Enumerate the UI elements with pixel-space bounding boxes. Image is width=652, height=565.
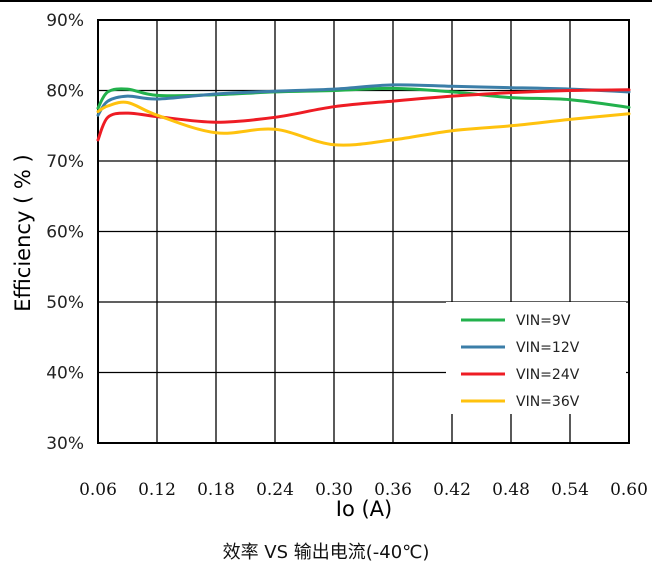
y-tick-label: 50% bbox=[46, 293, 84, 313]
x-tick-label: 0.24 bbox=[256, 480, 294, 500]
y-tick-label: 90% bbox=[46, 11, 84, 31]
y-tick-label: 80% bbox=[46, 82, 84, 102]
efficiency-chart: 30%40%50%60%70%80%90% 0.06 0.12 0.18 0.24 0.… bbox=[11, 11, 648, 521]
legend-label: VIN=9V bbox=[516, 313, 571, 329]
x-tick-label: 0.60 bbox=[610, 480, 648, 500]
legend-label: VIN=36V bbox=[516, 394, 580, 410]
x-tick-label: 0.42 bbox=[433, 480, 471, 500]
y-tick-label: 40% bbox=[46, 364, 84, 384]
x-tick-label: 0.12 bbox=[138, 480, 176, 500]
x-tick-label: 0.30 bbox=[315, 480, 353, 500]
x-tick-label: 0.06 bbox=[79, 480, 117, 500]
x-tick-label: 0.54 bbox=[551, 480, 589, 500]
y-tick-labels: 30% 40% 50% 60% 70% 80% 90% bbox=[46, 11, 84, 454]
legend: VIN=9V VIN=12V VIN=24V VIN=36V bbox=[446, 302, 626, 414]
x-tick-label: 0.48 bbox=[492, 480, 530, 500]
y-tick-label: 60% bbox=[46, 223, 84, 243]
figure-caption: 效率 VS 输出电流(-40℃) bbox=[222, 542, 430, 563]
x-tick-label: 0.36 bbox=[374, 480, 412, 500]
series-line-vin-36v bbox=[96, 100, 631, 147]
x-tick-label: 0.18 bbox=[197, 480, 235, 500]
series-line-vin-12v bbox=[96, 83, 631, 117]
y-tick-label: 70% bbox=[46, 152, 84, 172]
y-axis-title: Efficiency ( % ) bbox=[11, 154, 35, 312]
series-line-vin-24v bbox=[96, 88, 631, 142]
series-lines bbox=[96, 83, 631, 147]
y-tick-label: 30% bbox=[46, 434, 84, 454]
x-axis-title: Io (A) bbox=[336, 497, 392, 521]
plot-frame bbox=[97, 19, 630, 444]
top-border-rule bbox=[0, 0, 652, 2]
x-tick-labels: 0.06 0.12 0.18 0.24 0.30 0.36 0.42 0.48 0.54 0.60 bbox=[79, 480, 648, 500]
legend-label: VIN=24V bbox=[516, 367, 580, 383]
legend-label: VIN=12V bbox=[516, 340, 580, 356]
